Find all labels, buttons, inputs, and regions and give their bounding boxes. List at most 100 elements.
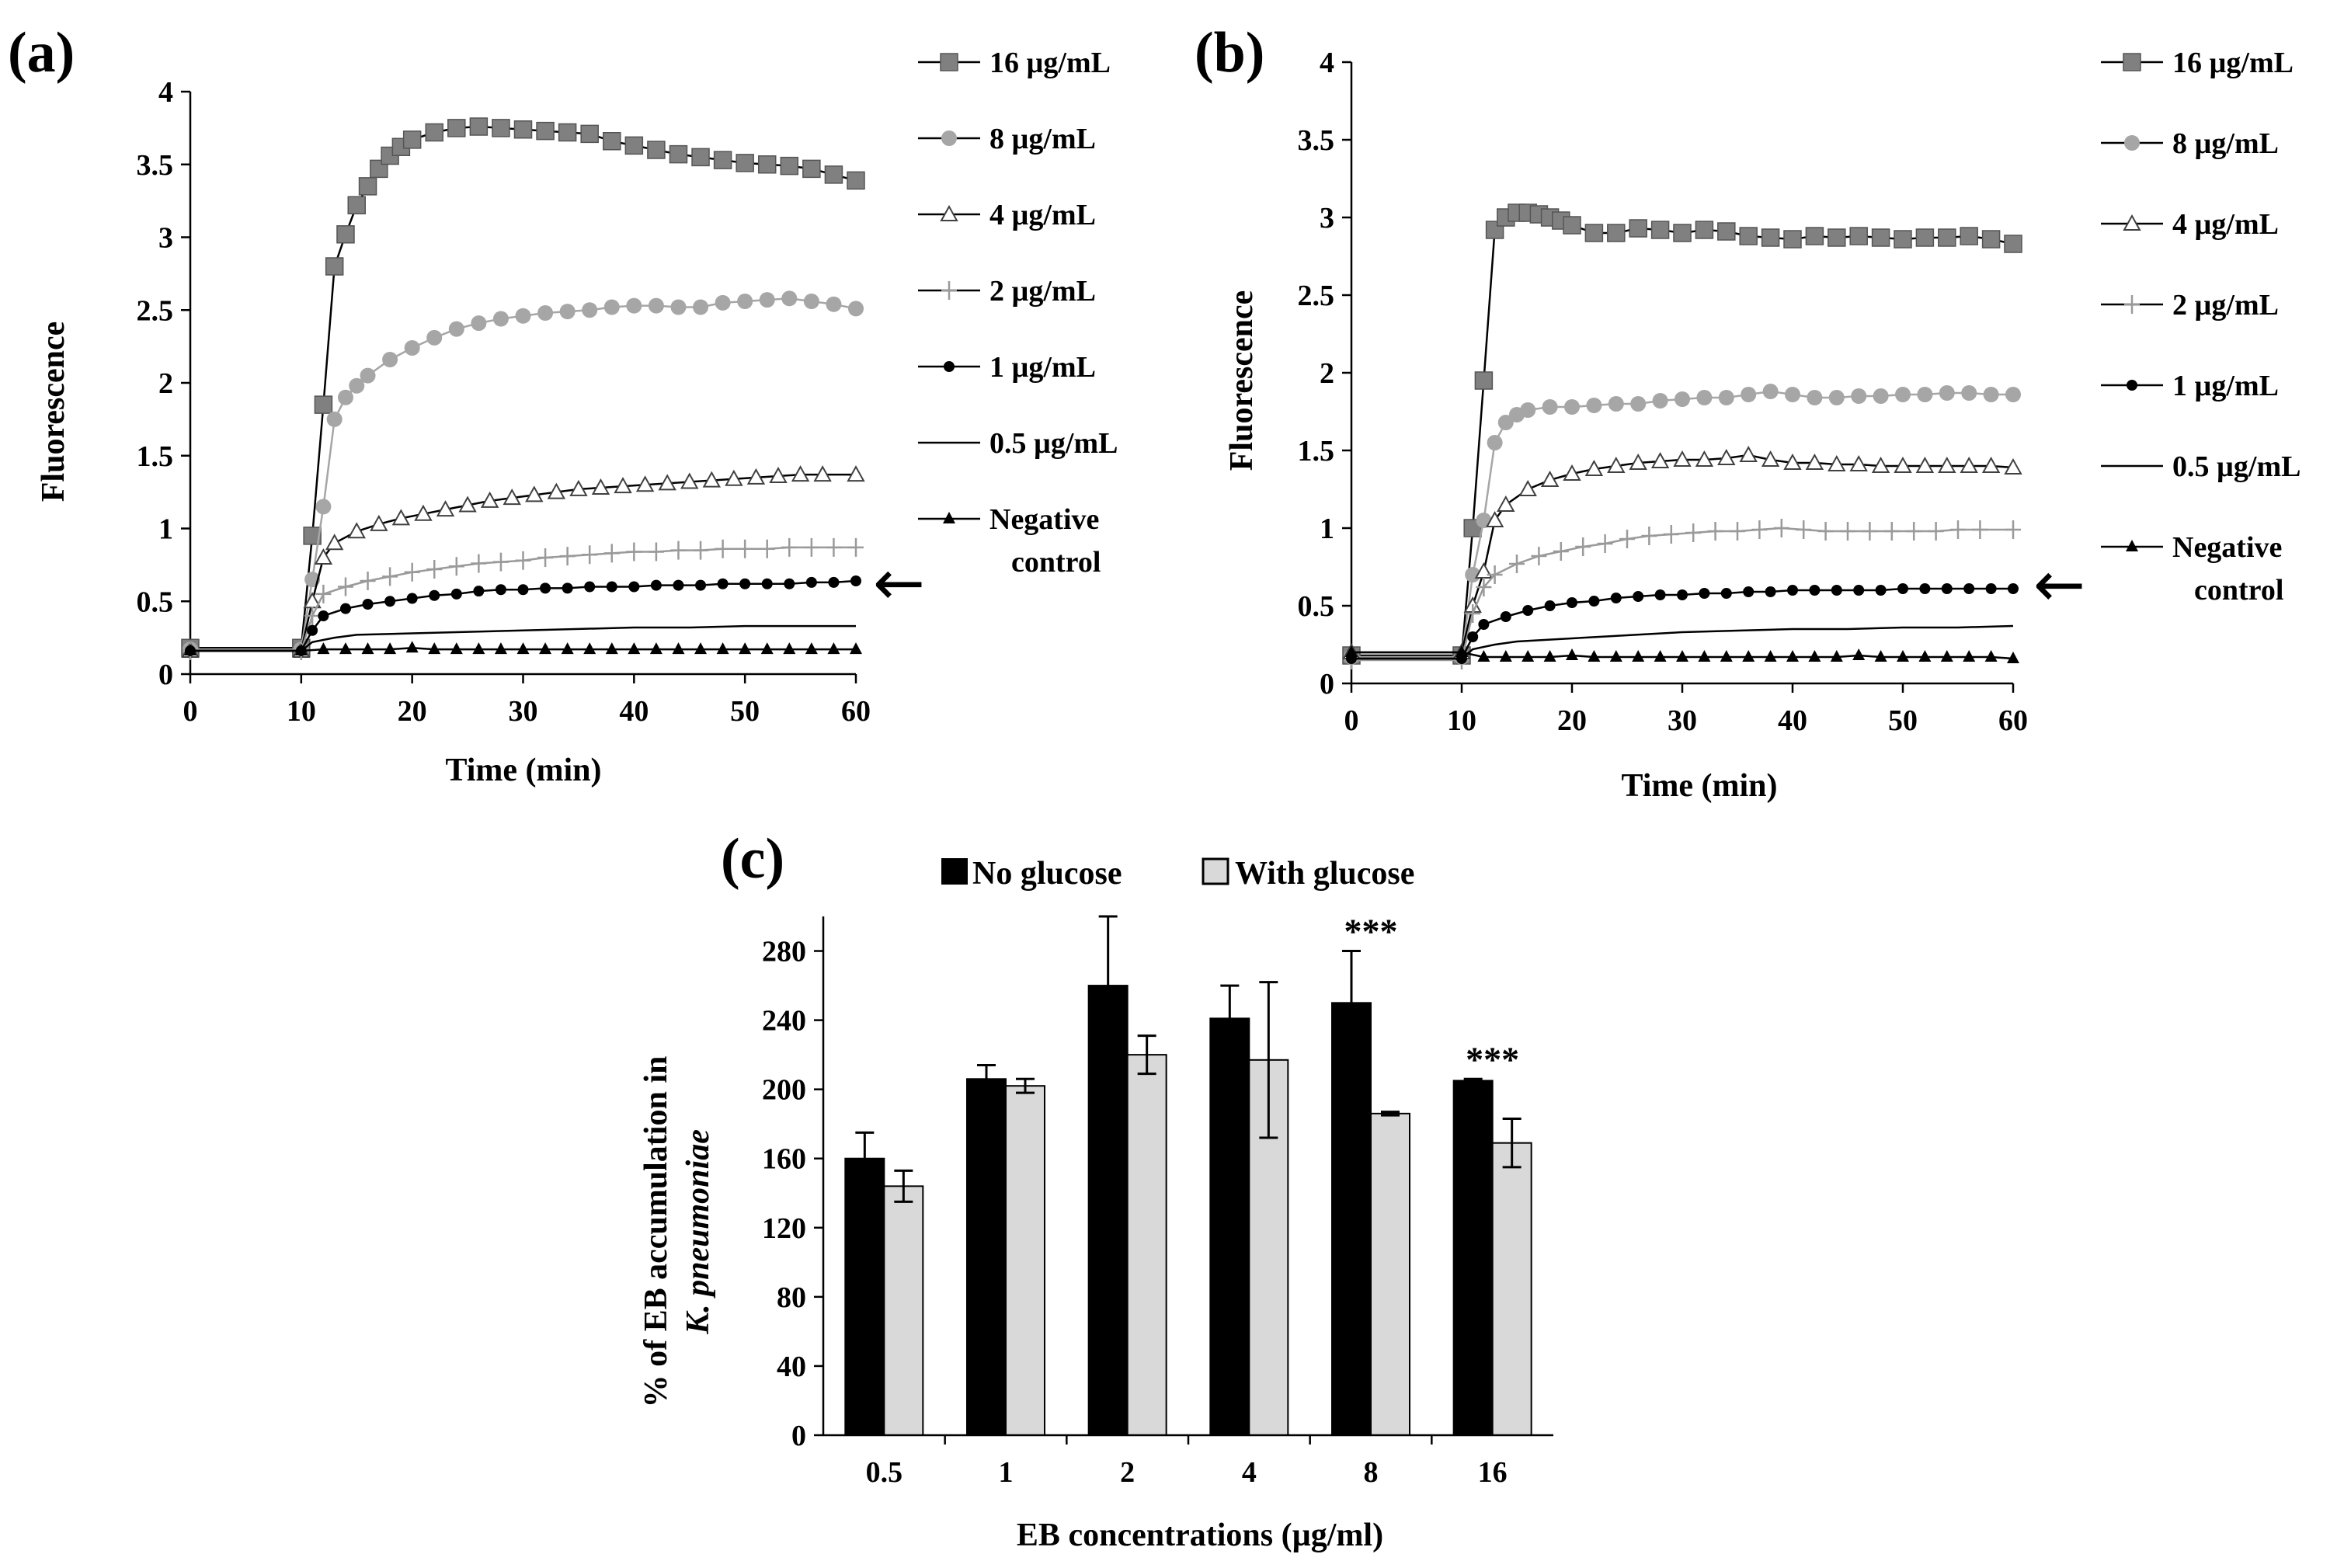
a-ytick-label: 3 [158, 222, 173, 255]
b-legend-label: 1 µg/mL [2172, 370, 2279, 402]
b-series-line-4-g-ml [1351, 454, 2014, 654]
b-xtick-label: 20 [1557, 704, 1587, 737]
a-legend-label: 1 µg/mL [989, 351, 1096, 384]
chart-c-xlabel: EB concentrations (µg/ml) [1017, 1518, 1383, 1553]
b-legend-marker-negative-control [2126, 540, 2138, 551]
c-bar-with-glucose [1126, 1054, 1167, 1436]
a-point-2-g-ml [448, 557, 464, 576]
a-point-8-g-ml [781, 290, 798, 307]
b-point-2-g-ml [1906, 522, 1922, 541]
b-point-2-g-ml [1751, 520, 1768, 539]
a-point-2-g-ml [759, 539, 775, 558]
b-point-2-g-ml [1575, 537, 1591, 556]
b-series-line-1-g-ml [1351, 587, 2013, 660]
a-point-1-g-ml [850, 575, 861, 586]
b-point-2-g-ml [1950, 520, 1966, 539]
a-point-2-g-ml [626, 542, 642, 561]
a-legend-marker-negative-control [943, 512, 955, 523]
b-point-2-g-ml [1707, 522, 1723, 541]
b-point-16-g-ml [1474, 371, 1494, 390]
a-point-4-g-ml [391, 509, 411, 526]
a-point-4-g-ml [503, 488, 521, 506]
panel-label-c: (c) [721, 827, 784, 891]
chart-b-xlabel: Time (min) [1621, 768, 1777, 804]
b-point-8-g-ml [1917, 387, 1933, 402]
b-point-16-g-ml [1871, 228, 1890, 247]
a-point-2-g-ml [559, 547, 576, 566]
a-point-4-g-ml [414, 504, 433, 521]
b-point-1-g-ml [1654, 589, 1666, 600]
c-ytick-label: 240 [762, 1005, 806, 1038]
b-ytick-label: 3 [1320, 202, 1334, 235]
a-point-8-g-ml [848, 301, 864, 317]
b-point-2-g-ml [1487, 565, 1503, 584]
b-point-1-g-ml [1588, 596, 1600, 607]
a-series-line-4-g-ml [190, 473, 856, 652]
a-point-16-g-ml [358, 177, 377, 196]
b-point-2-g-ml [1509, 555, 1525, 573]
a-point-1-g-ml [339, 603, 351, 614]
b-point-1-g-ml [1567, 597, 1577, 608]
b-point-8-g-ml [1873, 388, 1889, 404]
a-point-negative-control [672, 642, 685, 655]
a-point-16-g-ml [580, 124, 599, 144]
a-point-8-g-ml [337, 389, 353, 405]
a-point-4-g-ml [480, 491, 499, 508]
b-point-1-g-ml [1787, 585, 1798, 596]
c-ytick-label: 160 [762, 1143, 806, 1176]
c-error-bar [1381, 1111, 1400, 1117]
c-significance-label: *** [1344, 912, 1398, 951]
a-point-16-g-ml [736, 154, 754, 172]
a-point-1-g-ml [473, 586, 485, 597]
b-point-16-g-ml [1761, 228, 1780, 247]
a-ytick-label: 3.5 [137, 149, 174, 182]
a-point-8-g-ml [448, 321, 464, 337]
b-point-4-g-ml [1650, 451, 1670, 468]
a-legend-label: 16 µg/mL [989, 47, 1111, 79]
b-point-4-g-ml [1805, 453, 1824, 470]
a-point-1-g-ml [650, 579, 662, 591]
a-point-4-g-ml [370, 514, 388, 531]
a-point-8-g-ml [670, 299, 687, 315]
a-point-4-g-ml [725, 469, 743, 486]
a-point-1-g-ml [307, 624, 318, 636]
b-point-negative-control [2007, 652, 2019, 663]
a-point-negative-control [361, 642, 374, 655]
b-point-1-g-ml [1677, 589, 1688, 600]
a-xtick-label: 0 [183, 695, 198, 728]
b-point-8-g-ml [1497, 415, 1514, 430]
b-point-negative-control [1345, 645, 1358, 657]
a-point-2-g-ml [537, 548, 554, 567]
b-ytick-label: 0 [1320, 668, 1334, 701]
arrow-indicator-a: ← [873, 547, 925, 619]
a-point-4-g-ml [347, 522, 366, 539]
b-point-16-g-ml [1960, 227, 1978, 245]
a-legend-marker-2-g-ml [941, 281, 957, 300]
a-point-4-g-ml [547, 482, 566, 499]
a-point-negative-control [605, 642, 618, 655]
a-point-4-g-ml [325, 534, 344, 551]
c-bar-with-glucose [1491, 1142, 1532, 1437]
b-point-4-g-ml [1717, 448, 1736, 465]
b-xtick-label: 60 [1998, 704, 2028, 737]
b-point-8-g-ml [1762, 384, 1779, 399]
a-point-2-g-ml [404, 562, 420, 582]
a-point-2-g-ml [315, 584, 332, 603]
b-point-2-g-ml [1972, 520, 1988, 539]
a-point-negative-control [317, 642, 330, 655]
b-point-4-g-ml [2004, 457, 2022, 475]
a-legend-label: Negative [989, 503, 1099, 536]
c-xtick-label: 16 [1478, 1456, 1508, 1489]
a-point-negative-control [494, 642, 507, 655]
b-point-4-g-ml [1629, 453, 1647, 470]
a-point-8-g-ml [648, 297, 664, 314]
c-bar-no-glucose [1209, 1017, 1250, 1436]
a-point-2-g-ml [515, 551, 531, 570]
c-error-bar [1342, 950, 1361, 1003]
b-point-2-g-ml [1531, 547, 1547, 565]
a-point-1-g-ml [450, 588, 462, 600]
b-point-2-g-ml [1663, 525, 1679, 544]
a-point-16-g-ml [513, 120, 533, 139]
b-ytick-label: 0.5 [1298, 590, 1335, 623]
a-point-2-g-ml [803, 537, 819, 557]
